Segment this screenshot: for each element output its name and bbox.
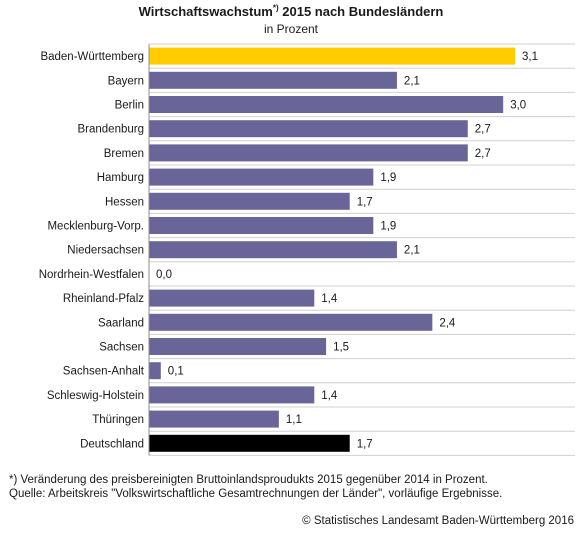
bar-rheinland-pfalz	[149, 289, 315, 307]
bar-baden-württemberg	[149, 47, 515, 65]
bar-sachsen	[149, 338, 327, 355]
category-label: Sachsen-Anhalt	[63, 366, 145, 378]
data-label: 0,1	[168, 366, 184, 378]
category-label: Niedersachsen	[67, 245, 144, 257]
copyright-notice: © Statistisches Landesamt Baden-Württemb…	[302, 515, 574, 527]
chart-title-block: Wirtschaftswachstum*) 2015 nach Bundeslä…	[0, 3, 582, 21]
category-label: Bayern	[108, 75, 144, 87]
chart-title: Wirtschaftswachstum*) 2015 nach Bundeslä…	[139, 4, 444, 19]
bar-bayern	[149, 71, 397, 89]
title-footnote-mark: *)	[272, 3, 279, 13]
data-label: 3,0	[510, 100, 526, 112]
bar-mecklenburg-vorp-	[149, 217, 374, 234]
category-label: Baden-Württemberg	[40, 51, 144, 63]
data-label: 1,9	[380, 221, 396, 233]
data-label: 0,0	[156, 269, 172, 281]
gridlines	[149, 43, 575, 456]
data-label: 2,1	[404, 245, 420, 257]
bar-chart: Baden-Württemberg 3,1 Bayern 2,1 Berlin 3,0 Br…	[39, 43, 575, 456]
bar-niedersachsen	[149, 241, 397, 259]
category-label: Nordrhein-Westfalen	[39, 269, 144, 281]
data-label: 1,4	[321, 293, 338, 305]
bar-saarland	[149, 313, 433, 331]
category-label: Rheinland-Pfalz	[63, 293, 144, 305]
chart-title-rest: 2015 nach Bundesländern	[278, 4, 444, 19]
bar-bremen	[149, 144, 468, 162]
chart-title-main: Wirtschaftswachstum	[138, 4, 273, 19]
category-label: Sachsen	[99, 342, 144, 354]
footnote: *) Veränderung des preisbereinigten Brut…	[9, 473, 502, 501]
data-label: 2,1	[404, 75, 420, 87]
data-label: 3,1	[522, 51, 538, 63]
footnote-line-definition: *) Veränderung des preisbereinigten Brut…	[9, 474, 488, 486]
data-label: 2,7	[475, 148, 491, 160]
bar-schleswig-holstein	[149, 386, 315, 404]
bar-berlin	[149, 96, 504, 113]
bar-hessen	[149, 192, 350, 210]
bar-brandenburg	[149, 120, 468, 138]
category-label: Mecklenburg-Vorp.	[47, 221, 144, 233]
labels: Baden-Württemberg 3,1 Bayern 2,1 Berlin 3,0 Br…	[39, 51, 538, 450]
data-label: 1,1	[286, 414, 302, 426]
category-label: Hamburg	[97, 172, 144, 184]
category-label: Hessen	[105, 196, 144, 208]
bars	[149, 47, 515, 452]
category-label: Saarland	[98, 317, 144, 329]
bar-hamburg	[149, 168, 374, 186]
category-label: Deutschland	[80, 438, 144, 450]
data-label: 1,9	[380, 172, 396, 184]
bar-deutschland	[149, 434, 350, 452]
data-label: 2,7	[475, 124, 491, 136]
category-label: Schleswig-Holstein	[47, 390, 144, 402]
data-label: 1,5	[333, 342, 349, 354]
chart-subtitle: in Prozent	[263, 22, 319, 36]
data-label: 1,7	[357, 438, 373, 450]
bar-sachsen-anhalt	[149, 362, 161, 380]
bar-thüringen	[149, 410, 279, 428]
category-label: Bremen	[104, 148, 144, 160]
data-label: 1,4	[321, 390, 338, 402]
data-label: 2,4	[439, 317, 456, 329]
category-label: Brandenburg	[78, 124, 145, 136]
category-label: Thüringen	[92, 414, 144, 426]
category-label: Berlin	[115, 100, 144, 112]
data-label: 1,7	[357, 196, 373, 208]
footnote-line-source: Quelle: Arbeitskreis "Volkswirtschaftlic…	[9, 488, 503, 500]
